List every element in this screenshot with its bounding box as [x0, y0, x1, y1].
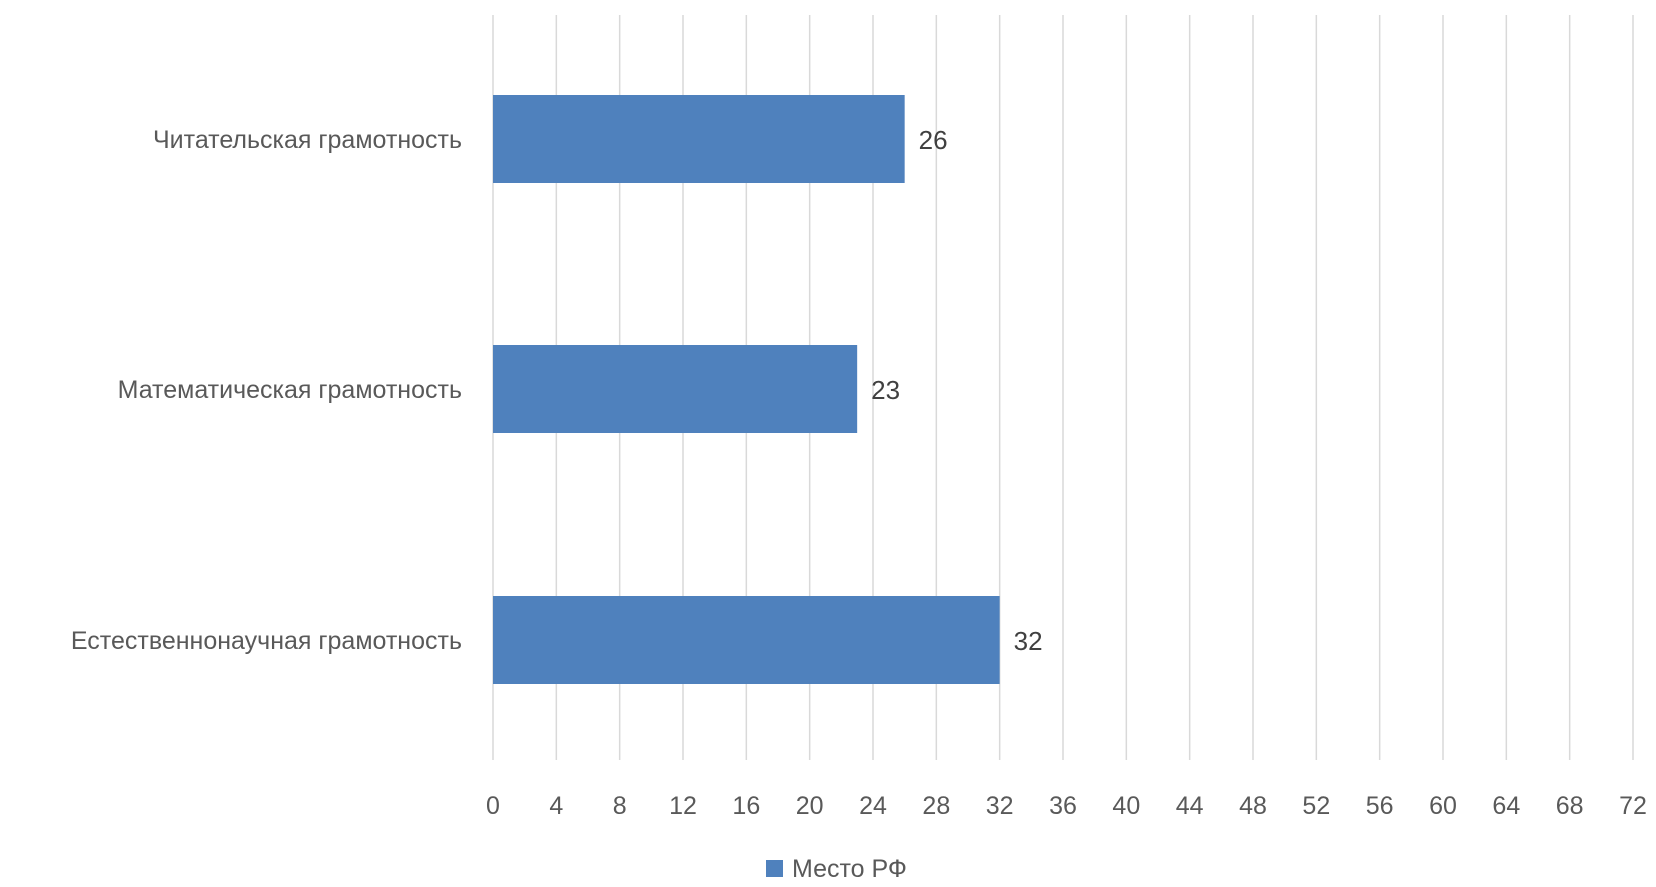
x-tick-label: 4: [549, 792, 563, 820]
bars: [493, 95, 1000, 684]
x-tick-label: 24: [859, 792, 887, 820]
x-tick-label: 68: [1556, 792, 1584, 820]
legend-swatch: [766, 860, 783, 877]
x-axis-ticks: 0 4 8 12 16 20 24 28 32 36 40 44 48 52 56 60 64 68 72: [486, 792, 1647, 820]
x-tick-label: 32: [986, 792, 1014, 820]
x-tick-label: 36: [1049, 792, 1077, 820]
x-tick-label: 60: [1429, 792, 1457, 820]
x-tick-label: 56: [1366, 792, 1394, 820]
x-tick-label: 16: [732, 792, 760, 820]
category-label: Читательская грамотность: [153, 126, 462, 154]
x-tick-label: 0: [486, 792, 500, 820]
x-tick-label: 52: [1302, 792, 1330, 820]
bar: [493, 596, 1000, 684]
category-labels: Читательская грамотность Математическая г…: [71, 126, 462, 655]
x-tick-label: 12: [669, 792, 697, 820]
category-label: Математическая грамотность: [118, 376, 462, 404]
data-label: 26: [919, 125, 948, 155]
x-tick-label: 64: [1492, 792, 1520, 820]
x-tick-label: 44: [1176, 792, 1204, 820]
x-tick-label: 20: [796, 792, 824, 820]
x-tick-label: 48: [1239, 792, 1267, 820]
x-tick-label: 28: [922, 792, 950, 820]
x-tick-label: 40: [1112, 792, 1140, 820]
data-label: 23: [871, 375, 900, 405]
data-label: 32: [1014, 626, 1043, 656]
bar: [493, 95, 905, 183]
category-label: Естественнонаучная грамотность: [71, 627, 462, 655]
legend-label: Место РФ: [792, 855, 907, 882]
data-labels: 26 23 32: [871, 125, 1042, 656]
bar: [493, 345, 858, 433]
x-tick-label: 72: [1619, 792, 1647, 820]
legend: Место РФ: [766, 855, 907, 883]
x-tick-label: 8: [613, 792, 627, 820]
